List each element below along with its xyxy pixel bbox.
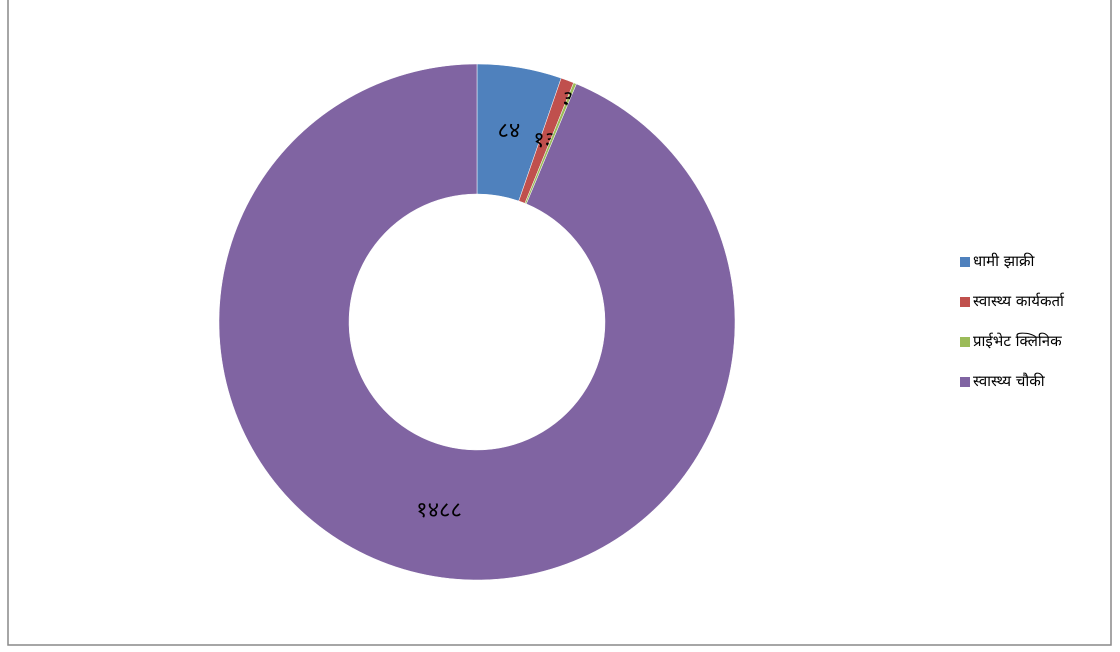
donut-slice [218, 63, 736, 581]
data-label: ३ [562, 87, 573, 112]
legend-label: धामी झाक्री [973, 252, 1035, 270]
data-label: ८४ [497, 119, 520, 144]
legend-swatch [960, 297, 970, 307]
legend-swatch [960, 377, 970, 387]
legend-label: स्वास्थ्य चौकी [973, 372, 1046, 390]
legend-swatch [960, 257, 970, 267]
legend-label: स्वास्थ्य कार्यकर्ता [973, 292, 1065, 310]
data-label: १४८८ [416, 498, 462, 523]
legend-label: प्राईभेट क्लिनिक [973, 332, 1062, 350]
legend-swatch [960, 337, 970, 347]
